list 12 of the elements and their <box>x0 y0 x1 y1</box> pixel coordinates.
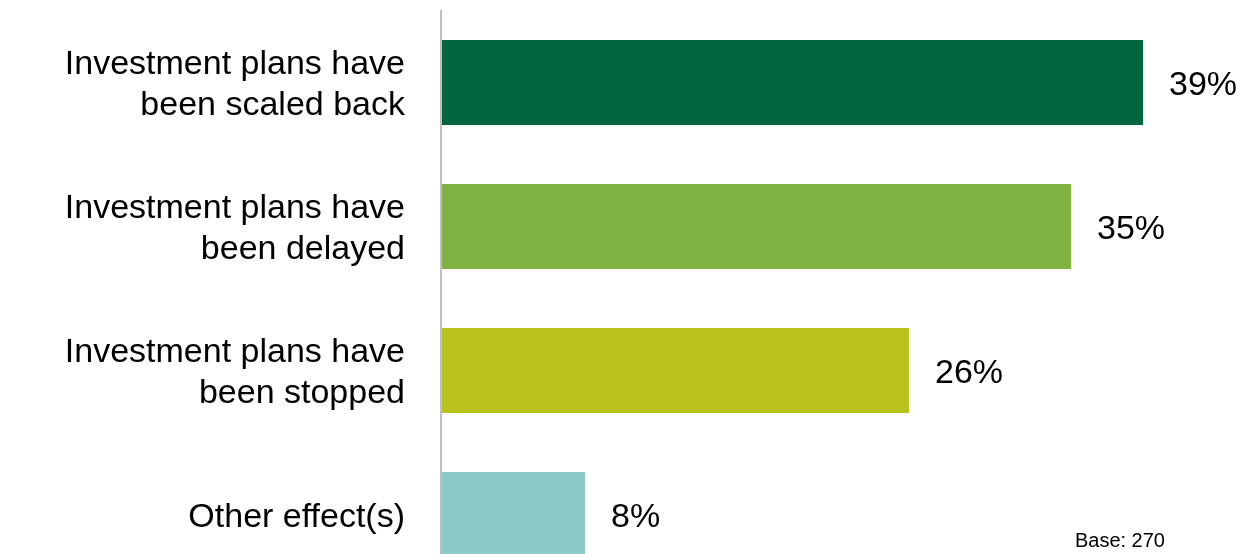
data-label: 26% <box>935 351 1004 390</box>
bar <box>441 328 909 413</box>
data-label: 35% <box>1097 207 1166 246</box>
annotation: Base: 270 <box>1074 529 1165 551</box>
y-tick-label: Investment plans have been stopped <box>64 331 405 410</box>
y-tick-label: Investment plans have been scaled back <box>64 43 406 122</box>
y-tick-label: Investment plans have been delayed <box>64 187 405 266</box>
data-label: 8% <box>611 495 661 534</box>
bar <box>441 184 1071 269</box>
data-label: 39% <box>1169 63 1238 102</box>
bar <box>441 40 1143 125</box>
y-tick-label: Other effect(s) <box>188 495 405 534</box>
